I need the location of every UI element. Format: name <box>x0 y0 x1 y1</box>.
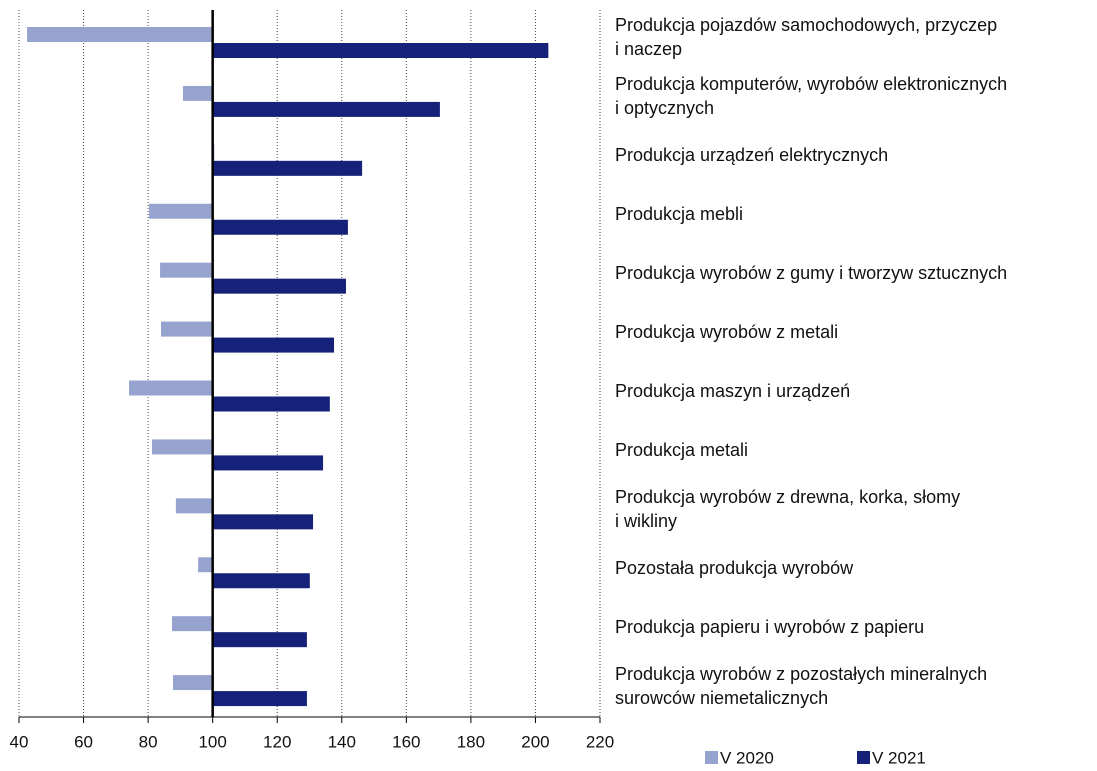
bar <box>212 43 549 58</box>
category-label: Produkcja wyrobów z gumy i tworzyw sztuc… <box>615 263 1008 284</box>
x-tick-label: 200 <box>521 732 549 751</box>
bar <box>27 27 213 42</box>
legend-label: V 2021 <box>872 748 926 767</box>
bar <box>212 573 310 589</box>
category-label: Produkcja maszyn i urządzeń <box>615 380 851 401</box>
x-tick-label: 60 <box>74 732 93 751</box>
bar <box>161 321 213 337</box>
category-label: Produkcja urządzeń elektrycznych <box>615 145 889 166</box>
category-label: Pozostała produkcja wyrobów <box>615 557 854 578</box>
x-tick-label: 220 <box>586 732 614 751</box>
bar <box>160 262 213 278</box>
bar <box>172 675 213 691</box>
bar <box>129 380 213 396</box>
x-tick-label: 160 <box>392 732 420 751</box>
category-label: Produkcja wyrobów z metali <box>615 322 839 343</box>
x-tick-label: 180 <box>457 732 485 751</box>
category-label: Produkcja papieru i wyrobów z papieru <box>615 616 925 637</box>
bar <box>198 557 213 573</box>
category-label: Produkcja wyrobów z drewna, korka, słomy… <box>615 486 961 531</box>
bar <box>212 337 335 353</box>
legend-swatch <box>705 751 718 764</box>
x-tick-label: 80 <box>139 732 158 751</box>
bar <box>151 439 213 455</box>
category-label: Produkcja mebli <box>615 204 744 225</box>
bar <box>171 616 213 632</box>
bar <box>182 85 213 101</box>
legend-swatch <box>857 751 870 764</box>
bar <box>212 514 314 530</box>
category-label: Produkcja komputerów, wyrobów elektronic… <box>615 74 1008 119</box>
bar <box>212 101 440 117</box>
category-label: Produkcja metali <box>615 439 749 460</box>
bar <box>212 396 330 412</box>
x-tick-label: 120 <box>263 732 291 751</box>
bar <box>212 632 307 648</box>
bar <box>212 278 346 294</box>
x-tick-label: 40 <box>10 732 29 751</box>
legend-label: V 2020 <box>720 748 774 767</box>
bar <box>175 498 213 514</box>
bar <box>212 160 363 176</box>
bar <box>149 203 213 219</box>
bar <box>212 455 324 471</box>
x-tick-label: 100 <box>198 732 226 751</box>
category-label: Produkcja wyrobów z pozostałych mineraln… <box>615 663 988 708</box>
x-tick-label: 140 <box>328 732 356 751</box>
bar <box>212 691 307 707</box>
category-label: Produkcja pojazdów samochodowych, przycz… <box>615 15 998 60</box>
bar <box>212 219 348 235</box>
